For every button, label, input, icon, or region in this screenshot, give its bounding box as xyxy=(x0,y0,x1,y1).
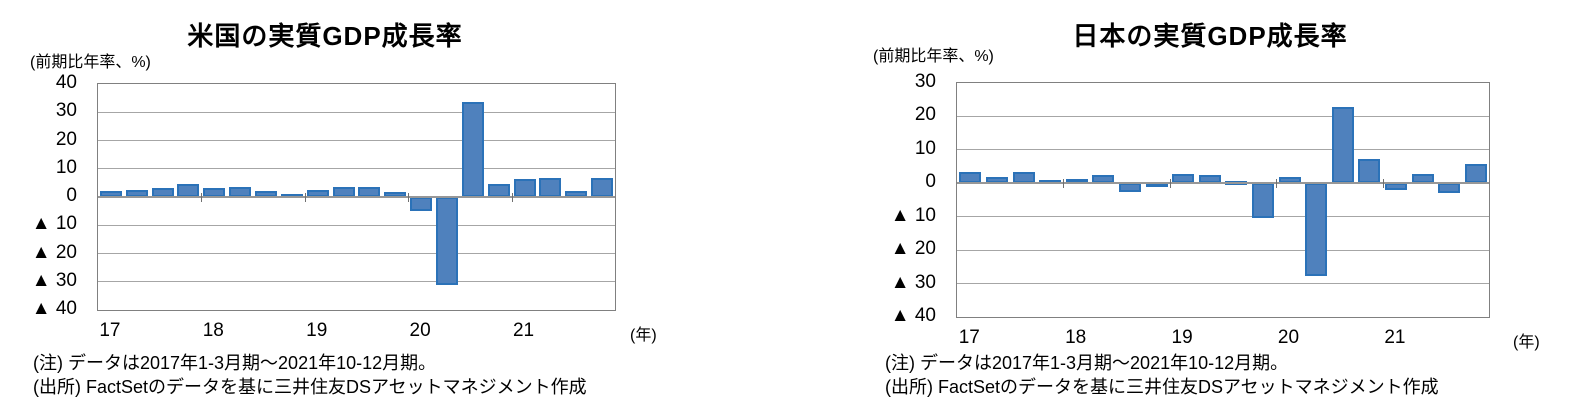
plot-area xyxy=(956,82,1490,318)
y-axis-tick-label: 10 xyxy=(55,156,77,178)
y-axis-tick-label: ▲ 40 xyxy=(890,305,936,326)
axis-year-tick xyxy=(1169,179,1171,189)
axis-year-tick xyxy=(511,193,513,202)
x-axis-year-label: 17 xyxy=(99,320,121,341)
y-axis-tick-label: ▲ 40 xyxy=(31,298,77,319)
gdp-bar xyxy=(591,177,614,197)
y-axis-unit-label: (前期比年率、%) xyxy=(873,48,994,65)
gdp-chart-japan: 日本の実質GDP成長率 (前期比年率、%) (年) (注) データは2017年1… xyxy=(845,0,1581,417)
gdp-bar xyxy=(1411,174,1434,184)
zero-axis-line xyxy=(957,182,1489,185)
gdp-bar xyxy=(229,186,252,197)
x-axis-year-label: 21 xyxy=(1384,327,1406,348)
gridline xyxy=(957,115,1489,117)
x-axis-year-label: 19 xyxy=(306,320,328,341)
gdp-bar xyxy=(959,171,982,184)
gridline xyxy=(957,249,1489,251)
axis-year-tick xyxy=(408,193,410,202)
gdp-bar xyxy=(1172,173,1195,184)
gdp-bar xyxy=(539,178,562,197)
gridline xyxy=(98,253,615,254)
gdp-bar xyxy=(1092,175,1115,184)
x-axis-year-label: 21 xyxy=(512,320,535,341)
gdp-bar xyxy=(384,191,407,197)
gdp-bar xyxy=(1012,172,1035,184)
gridline xyxy=(98,281,615,283)
x-axis-year-label: 20 xyxy=(409,320,431,341)
gdp-chart-us: 米国の実質GDP成長率 (前期比年率、%) (年) (注) データは2017年1… xyxy=(0,0,700,417)
gdp-bar xyxy=(1251,183,1274,219)
x-axis-year-label: 18 xyxy=(1065,327,1087,348)
gdp-bar xyxy=(203,187,226,197)
x-axis-year-label: 17 xyxy=(958,327,980,348)
axis-year-tick xyxy=(201,193,203,202)
gdp-bar xyxy=(513,179,536,197)
axis-year-tick xyxy=(1063,179,1065,189)
y-axis-tick-label: ▲ 20 xyxy=(31,241,77,263)
plot-area xyxy=(97,83,616,311)
gdp-bar xyxy=(435,197,458,286)
gdp-bar xyxy=(1118,183,1141,192)
chart-title: 米国の実質GDP成長率 xyxy=(187,21,463,51)
y-axis-tick-label: 0 xyxy=(925,171,936,193)
x-axis-unit-label: (年) xyxy=(630,327,657,344)
x-axis-unit-label: (年) xyxy=(1513,334,1540,351)
gdp-bar xyxy=(151,187,174,197)
y-axis-tick-label: 20 xyxy=(914,104,936,126)
chart-title: 日本の実質GDP成長率 xyxy=(1072,21,1348,51)
gridline xyxy=(98,168,615,170)
gdp-bar xyxy=(125,189,148,197)
gridline xyxy=(957,283,1489,285)
x-axis-year-label: 20 xyxy=(1277,327,1300,348)
x-axis-year-label: 19 xyxy=(1171,327,1193,348)
x-axis-year-label: 18 xyxy=(202,320,224,341)
axis-year-tick xyxy=(1276,179,1278,189)
gdp-bar xyxy=(255,190,278,197)
y-axis-tick-label: 20 xyxy=(55,128,77,150)
y-axis-unit-label: (前期比年率、%) xyxy=(30,54,151,71)
gdp-bar xyxy=(410,197,433,212)
axis-year-tick xyxy=(304,193,306,202)
gdp-bar xyxy=(1358,158,1381,184)
y-axis-tick-label: ▲ 30 xyxy=(31,269,77,291)
gdp-bar xyxy=(565,190,588,197)
y-axis-tick-label: ▲ 20 xyxy=(890,238,936,260)
gdp-bar xyxy=(1384,183,1407,190)
y-axis-tick-label: 0 xyxy=(66,185,77,206)
gridline xyxy=(957,149,1489,151)
gdp-bar xyxy=(1331,106,1354,184)
y-axis-tick-label: 40 xyxy=(55,72,77,93)
gdp-bar xyxy=(1464,164,1487,184)
gridline xyxy=(957,216,1489,218)
gridline xyxy=(98,224,615,226)
y-axis-tick-label: 30 xyxy=(55,100,77,122)
y-axis-tick-label: ▲ 10 xyxy=(31,213,77,235)
gridline xyxy=(98,111,615,113)
y-axis-tick-label: ▲ 10 xyxy=(890,204,936,226)
gdp-bar xyxy=(306,189,329,197)
chart-note: (注) データは2017年1-3月期～2021年10-12月期。 xyxy=(33,353,437,373)
gdp-bar xyxy=(1065,178,1088,184)
gdp-bar xyxy=(461,101,484,197)
chart-note: (注) データは2017年1-3月期～2021年10-12月期。 xyxy=(885,353,1289,373)
zero-axis-line xyxy=(98,196,615,198)
chart-source: (出所) FactSetのデータを基に三井住友DSアセットマネジメント作成 xyxy=(33,377,587,397)
gdp-bar xyxy=(1438,183,1461,194)
chart-source: (出所) FactSetのデータを基に三井住友DSアセットマネジメント作成 xyxy=(885,377,1439,397)
gridline xyxy=(98,140,615,141)
y-axis-tick-label: 10 xyxy=(914,137,936,159)
gdp-bar xyxy=(1145,183,1168,188)
axis-year-tick xyxy=(1382,179,1384,189)
gdp-bar xyxy=(1305,183,1328,276)
y-axis-tick-label: 30 xyxy=(914,71,936,92)
y-axis-tick-label: ▲ 30 xyxy=(890,271,936,293)
gdp-bar xyxy=(99,191,122,197)
